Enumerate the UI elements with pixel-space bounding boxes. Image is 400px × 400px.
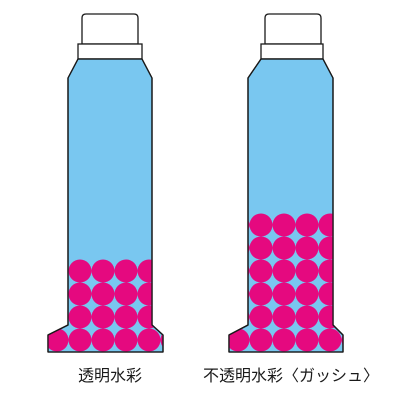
pigment-dot (341, 259, 343, 283)
pigment-dot (318, 213, 342, 237)
tube-outline (228, 58, 344, 353)
tube-cap (81, 13, 139, 45)
pigment-dot (114, 328, 138, 352)
pigment-dot (91, 282, 115, 306)
pigment-dot (48, 282, 69, 306)
pigment-dot (295, 213, 319, 237)
pigment-dot (229, 213, 250, 237)
pigment-dot (341, 305, 343, 329)
pigment-dot (249, 259, 273, 283)
pigment-dot (68, 259, 92, 283)
pigment-dot (229, 305, 250, 329)
pigment-dot (160, 259, 163, 283)
pigment-dot (295, 305, 319, 329)
pigment-dot (295, 236, 319, 260)
pigment-dot (68, 328, 92, 352)
pigment-dot (137, 259, 161, 283)
pigment-dot (272, 236, 296, 260)
pigment-dot (341, 282, 343, 306)
pigment-dot (249, 305, 273, 329)
tube-cap (264, 13, 322, 45)
pigment-dot (249, 213, 273, 237)
pigment-dot (341, 236, 343, 260)
pigment-dot (272, 328, 296, 352)
pigment-dot (160, 328, 163, 352)
pigment-dot (114, 259, 138, 283)
pigment-dot (341, 213, 343, 237)
pigment-dot (249, 328, 273, 352)
label-transparent-watercolor: 透明水彩 (77, 366, 142, 385)
tube-neck (77, 43, 143, 60)
pigment-dot (68, 282, 92, 306)
pigment-dot (48, 259, 69, 283)
pigment-dot (229, 236, 250, 260)
pigment-dot (48, 328, 69, 352)
pigment-dot (91, 305, 115, 329)
pigment-dot (318, 282, 342, 306)
pigment-dot (114, 305, 138, 329)
pigment-dot (160, 282, 163, 306)
pigment-dot (114, 282, 138, 306)
pigment-dot (91, 259, 115, 283)
pigment-dot (68, 305, 92, 329)
pigment-dot (318, 259, 342, 283)
pigment-dot (295, 282, 319, 306)
tube-outline (47, 58, 164, 353)
tube-opaque (228, 13, 344, 353)
pigment-dot (229, 282, 250, 306)
pigment-dot (318, 328, 342, 352)
tube-transparent (47, 13, 164, 353)
pigment-dot (137, 305, 161, 329)
pigment-dot (341, 328, 343, 352)
pigment-dot (229, 259, 250, 283)
pigment-dot (160, 305, 163, 329)
pigment-dot (318, 236, 342, 260)
tube-neck (260, 43, 324, 60)
pigment-dot (137, 282, 161, 306)
pigment-dot (48, 305, 69, 329)
pigment-dot (249, 236, 273, 260)
pigment-dot (295, 259, 319, 283)
pigment-dot (295, 328, 319, 352)
pigment-dot (229, 328, 250, 352)
pigment-dot (249, 282, 273, 306)
pigment-dot (272, 213, 296, 237)
pigment-dot (272, 282, 296, 306)
pigment-dot (318, 305, 342, 329)
pigment-dot (91, 328, 115, 352)
pigment-dot (272, 259, 296, 283)
label-opaque-watercolor: 不透明水彩〈ガッシュ〉 (202, 366, 379, 385)
pigment-dot (137, 328, 161, 352)
pigment-dot (272, 305, 296, 329)
